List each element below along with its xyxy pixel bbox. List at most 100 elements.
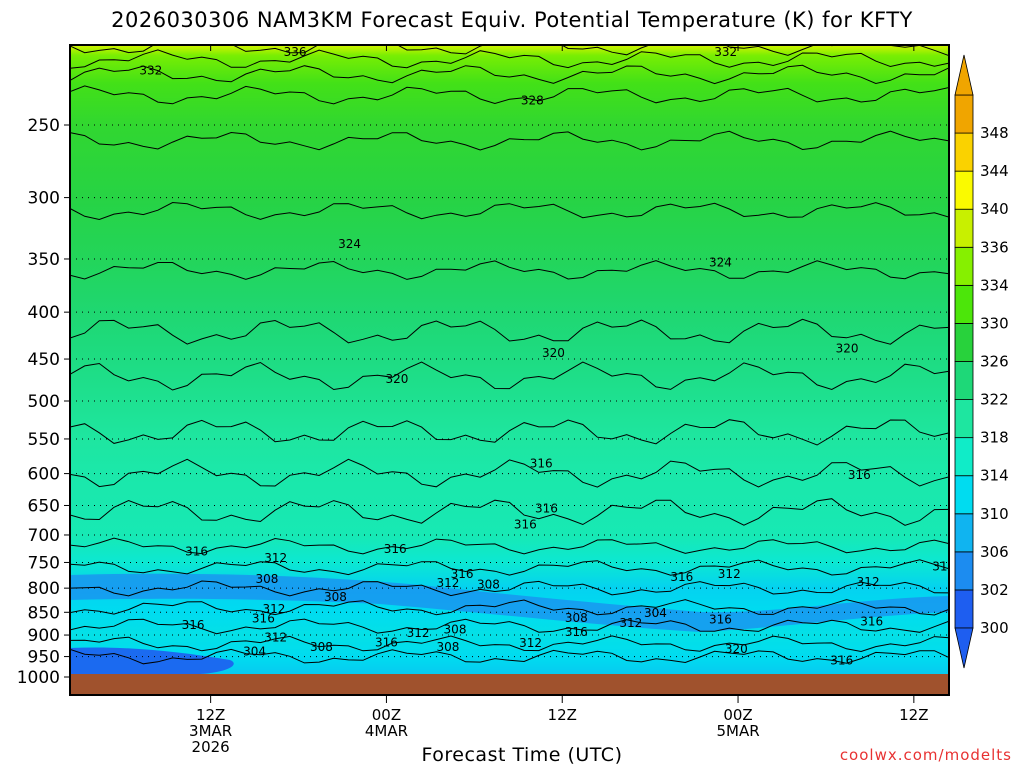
contour-line — [70, 599, 949, 616]
theta-e-field — [70, 45, 949, 695]
colorbar-bottom-cap — [954, 627, 974, 669]
y-tick-label: 250 — [28, 116, 60, 136]
contour-line — [70, 580, 949, 597]
contour-label: 316 — [182, 618, 205, 632]
contour-label: 316 — [830, 654, 853, 668]
contour-label: 328 — [521, 93, 544, 107]
x-tick-label: 5MAR — [716, 722, 759, 740]
y-tick-label: 900 — [28, 626, 60, 646]
y-tick-label: 1000 — [17, 668, 60, 688]
contour-line — [70, 635, 949, 653]
contour-label: 320 — [725, 642, 748, 656]
contour-label: 320 — [836, 341, 859, 355]
y-tick-label: 850 — [28, 603, 60, 623]
colorbar-label: 326 — [980, 353, 1009, 371]
chart-title: 2026030306 NAM3KM Forecast Equiv. Potent… — [111, 8, 913, 32]
y-tick-label: 800 — [28, 579, 60, 599]
contour-label: 336 — [284, 45, 307, 59]
contour-label: 308 — [444, 622, 467, 636]
x-tick-label: 3MAR — [189, 722, 232, 740]
contour-label: 324 — [338, 237, 361, 251]
x-tick-label: 12Z — [899, 706, 928, 724]
contour-line — [70, 648, 949, 665]
contour-label: 316 — [185, 545, 208, 559]
colorbar-label: 314 — [980, 467, 1009, 485]
colorbar-swatch — [954, 246, 974, 286]
colorbar-label: 336 — [980, 238, 1009, 256]
contour-label: 332 — [714, 45, 737, 59]
credit-link[interactable]: coolwx.com/modelts — [839, 746, 1012, 764]
colorbar-swatch — [954, 132, 974, 172]
colorbar-label: 344 — [980, 162, 1009, 180]
contour-line — [70, 537, 949, 555]
contour-line — [70, 361, 949, 391]
contour-label: 316 — [530, 457, 553, 471]
contour-line — [70, 458, 949, 488]
colorbar-label: 348 — [980, 124, 1009, 142]
contour-label: 312 — [619, 616, 642, 630]
colorbar-label: 334 — [980, 276, 1009, 294]
contour-label: 316 — [535, 502, 558, 516]
contour-label: 316 — [375, 635, 398, 649]
contour-label: 316 — [709, 612, 732, 626]
x-axis-title: Forecast Time (UTC) — [421, 744, 623, 766]
y-tick-label: 350 — [28, 250, 60, 270]
contour-label: 308 — [437, 640, 460, 654]
x-tick-label: 00Z — [723, 706, 752, 724]
colorbar-label: 306 — [980, 543, 1009, 561]
contour-line — [70, 559, 949, 576]
colorbar-swatch — [954, 551, 974, 591]
colorbar-top-cap — [954, 54, 974, 96]
y-tick-label: 550 — [28, 430, 60, 450]
colorbar-label: 318 — [980, 429, 1009, 447]
colorbar: 300 302 306 310 314 318 322 326 330 334 336 340 344 3… — [954, 54, 1009, 669]
contour-line — [70, 49, 949, 69]
contour-line — [70, 260, 949, 280]
contour-label: 312 — [264, 630, 287, 644]
contour-label: 316 — [514, 518, 537, 532]
contour-label: 332 — [139, 63, 162, 77]
contour-line — [70, 318, 949, 345]
contour-label: 308 — [255, 572, 278, 586]
contour-label: 308 — [310, 640, 333, 654]
contour-label: 312 — [262, 602, 285, 616]
colorbar-label: 302 — [980, 581, 1009, 599]
contour-line — [70, 64, 949, 85]
contour-label: 320 — [386, 372, 409, 386]
x-tick-label: 12Z — [548, 706, 577, 724]
contour-label: 304 — [644, 606, 667, 620]
colorbar-swatch — [954, 399, 974, 439]
y-tick-label: 950 — [28, 648, 60, 668]
contour-label: 308 — [477, 578, 500, 592]
colorbar-swatch — [954, 513, 974, 553]
y-tick-label: 600 — [28, 465, 60, 485]
y-tick-label: 450 — [28, 350, 60, 370]
contour-label: 320 — [542, 346, 565, 360]
contour-label: 316 — [860, 615, 883, 629]
contour-label: 316 — [848, 468, 871, 482]
contour-label: 316 — [565, 625, 588, 639]
x-tick-label: 4MAR — [365, 722, 408, 740]
y-tick-label: 700 — [28, 526, 60, 546]
y-tick-label: 650 — [28, 496, 60, 516]
contour-label: 312 — [264, 551, 287, 565]
contour-label: 312 — [519, 636, 542, 650]
colorbar-swatch — [954, 170, 974, 210]
colorbar-label: 300 — [980, 619, 1009, 637]
colorbar-swatch — [954, 94, 974, 134]
y-tick-label: 500 — [28, 392, 60, 412]
contour-label: 312 — [718, 567, 741, 581]
plot-frame — [69, 44, 950, 696]
contour-label: 312 — [932, 560, 955, 574]
contour-label: 324 — [709, 255, 732, 269]
x-tick-label: 12Z — [196, 706, 225, 724]
contour-line — [70, 498, 949, 526]
colorbar-label: 330 — [980, 314, 1009, 332]
contour-line — [70, 85, 949, 105]
contour-line — [70, 201, 949, 221]
colorbar-label: 310 — [980, 505, 1009, 523]
contour-labels: 336 332 332 328 324 324 320 320 320 316 316 316 316 3… — [139, 45, 955, 668]
y-tick-label: 750 — [28, 553, 60, 573]
